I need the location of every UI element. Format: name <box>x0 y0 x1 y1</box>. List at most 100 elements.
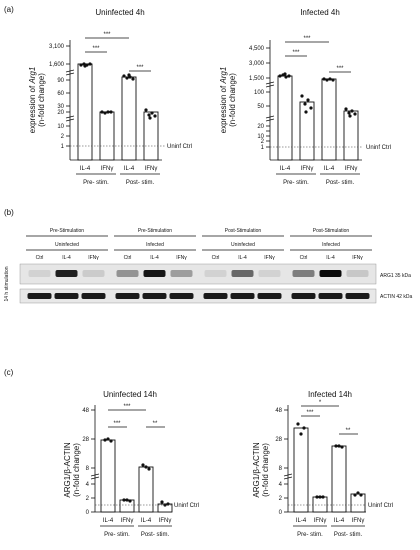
xtick: IL-4 <box>324 166 335 172</box>
chart-infected-14h: Infected 14h ARG1/β-ACTIN (n-fold change… <box>252 390 393 538</box>
lane-label: IFNγ <box>264 255 275 261</box>
bar-ifng-pre <box>119 499 135 513</box>
xtick: IL-4 <box>103 518 114 524</box>
ytick: 50 <box>257 104 264 110</box>
lane-label: IFNγ <box>176 255 187 261</box>
western-blot: Pre-Stimulation Pre-Stimulation Post-Sti… <box>4 228 412 304</box>
ytick: 2 <box>61 134 65 140</box>
ref-label: Uninf Ctrl <box>174 503 199 509</box>
ytick: 1 <box>61 144 65 150</box>
blot-subheader: Uninfected <box>231 242 255 248</box>
ytick: 1,500 <box>249 76 265 82</box>
group-label-pre: Pre- stim. <box>83 180 109 186</box>
xtick: IL-4 <box>141 518 152 524</box>
sig-marker: *** <box>92 46 100 52</box>
ytick: 48 <box>275 408 282 414</box>
actin-band <box>169 293 194 299</box>
actin-band <box>318 293 343 299</box>
xtick: IFNγ <box>145 166 158 172</box>
group-label-post: Post- stim. <box>126 180 155 186</box>
xtick: IL-4 <box>334 518 345 524</box>
blot-subheader: Uninfected <box>55 242 79 248</box>
actin-band <box>81 293 106 299</box>
ytick: 90 <box>57 78 64 84</box>
actin-band <box>27 293 52 299</box>
xtick: IFNγ <box>159 518 172 524</box>
ref-label: Uninf Ctrl <box>366 145 391 151</box>
band-label-arg1: ARG1 35 kDa <box>380 273 411 279</box>
chart-infected-4h: Infected 4h expression of Arg1 (n-fold c… <box>219 8 391 186</box>
sig-marker: *** <box>103 32 111 38</box>
arg1-band <box>143 270 166 277</box>
ytick: 2 <box>261 139 265 145</box>
ytick: 0 <box>86 510 90 516</box>
y-axis-label: ARG1/β-ACTIN <box>252 442 261 497</box>
sig-marker: ** <box>346 428 351 434</box>
sig-marker: *** <box>123 404 131 410</box>
chart-title: Uninfected 14h <box>103 390 157 399</box>
ytick: 20 <box>257 124 264 130</box>
arg1-band <box>82 270 105 277</box>
xtick: IFNγ <box>301 166 314 172</box>
blot-header: Post-Stimulation <box>313 228 350 234</box>
lane-label: Ctrl <box>212 255 220 261</box>
bar-il4-pre <box>277 75 293 161</box>
bar-ifng-pre <box>312 496 328 513</box>
arg1-band <box>346 270 369 277</box>
group-label-pre: Pre- stim. <box>297 532 323 538</box>
y-axis-unit: (n-fold change) <box>228 73 237 127</box>
arg1-band <box>204 270 227 277</box>
sig-marker: *** <box>136 65 144 71</box>
bar-il4-pre <box>293 427 309 513</box>
ytick: 20 <box>57 110 64 116</box>
lane-label: IFNγ <box>88 255 99 261</box>
blot-header: Pre-Stimulation <box>138 228 172 234</box>
ytick: 8 <box>279 466 283 472</box>
group-label-post: Post- stim. <box>141 532 170 538</box>
arg1-band <box>28 270 51 277</box>
ytick: 4 <box>279 482 283 488</box>
ytick: 8 <box>86 466 90 472</box>
chart-title: Uninfected 4h <box>95 8 144 17</box>
sig-marker: *** <box>292 50 300 56</box>
ytick: 1 <box>261 145 265 151</box>
y-axis-unit: (n-fold change) <box>37 73 46 127</box>
ytick: 4,500 <box>249 46 265 52</box>
ytick: 3,100 <box>49 44 65 50</box>
ytick: 30 <box>57 104 64 110</box>
bar-ifng-post <box>350 493 366 513</box>
ytick: 10 <box>57 124 64 130</box>
actin-band <box>257 293 282 299</box>
ytick: 2 <box>279 496 283 502</box>
panel-label-a: (a) <box>4 5 14 14</box>
xtick: IFNγ <box>314 518 327 524</box>
group-label-pre: Pre- stim. <box>104 532 130 538</box>
arg1-band <box>292 270 315 277</box>
blot-header: Post-Stimulation <box>225 228 262 234</box>
group-label-pre: Pre- stim. <box>283 180 309 186</box>
actin-band <box>142 293 167 299</box>
bar-ifng-pre <box>99 111 115 161</box>
bar-il4-post <box>331 445 347 513</box>
ytick: 3,000 <box>249 61 265 67</box>
actin-band <box>291 293 316 299</box>
ytick: 28 <box>275 437 282 443</box>
actin-band <box>345 293 370 299</box>
sig-marker: *** <box>336 66 344 72</box>
y-axis-unit: (n-fold change) <box>261 443 270 497</box>
y-axis-label: expression of Arg1 <box>28 67 37 134</box>
xtick: IFNγ <box>345 166 358 172</box>
actin-band <box>203 293 228 299</box>
actin-band <box>54 293 79 299</box>
y-axis-label: expression of Arg1 <box>219 67 228 134</box>
xtick: IL-4 <box>280 166 291 172</box>
lane-label: IFNγ <box>352 255 363 261</box>
bar-il4-pre <box>100 439 116 513</box>
lane-label: Ctrl <box>36 255 44 261</box>
blot-side-label: 14 h stimulation <box>4 266 10 301</box>
chart-uninfected-4h: Uninfected 4h expression of Arg1 (n-fold… <box>28 8 192 186</box>
sig-marker: *** <box>303 36 311 42</box>
band-label-actin: ACTIN 42 kDa <box>380 294 412 300</box>
y-axis-label: ARG1/β-ACTIN <box>63 442 72 497</box>
ytick: 1,600 <box>49 62 65 68</box>
